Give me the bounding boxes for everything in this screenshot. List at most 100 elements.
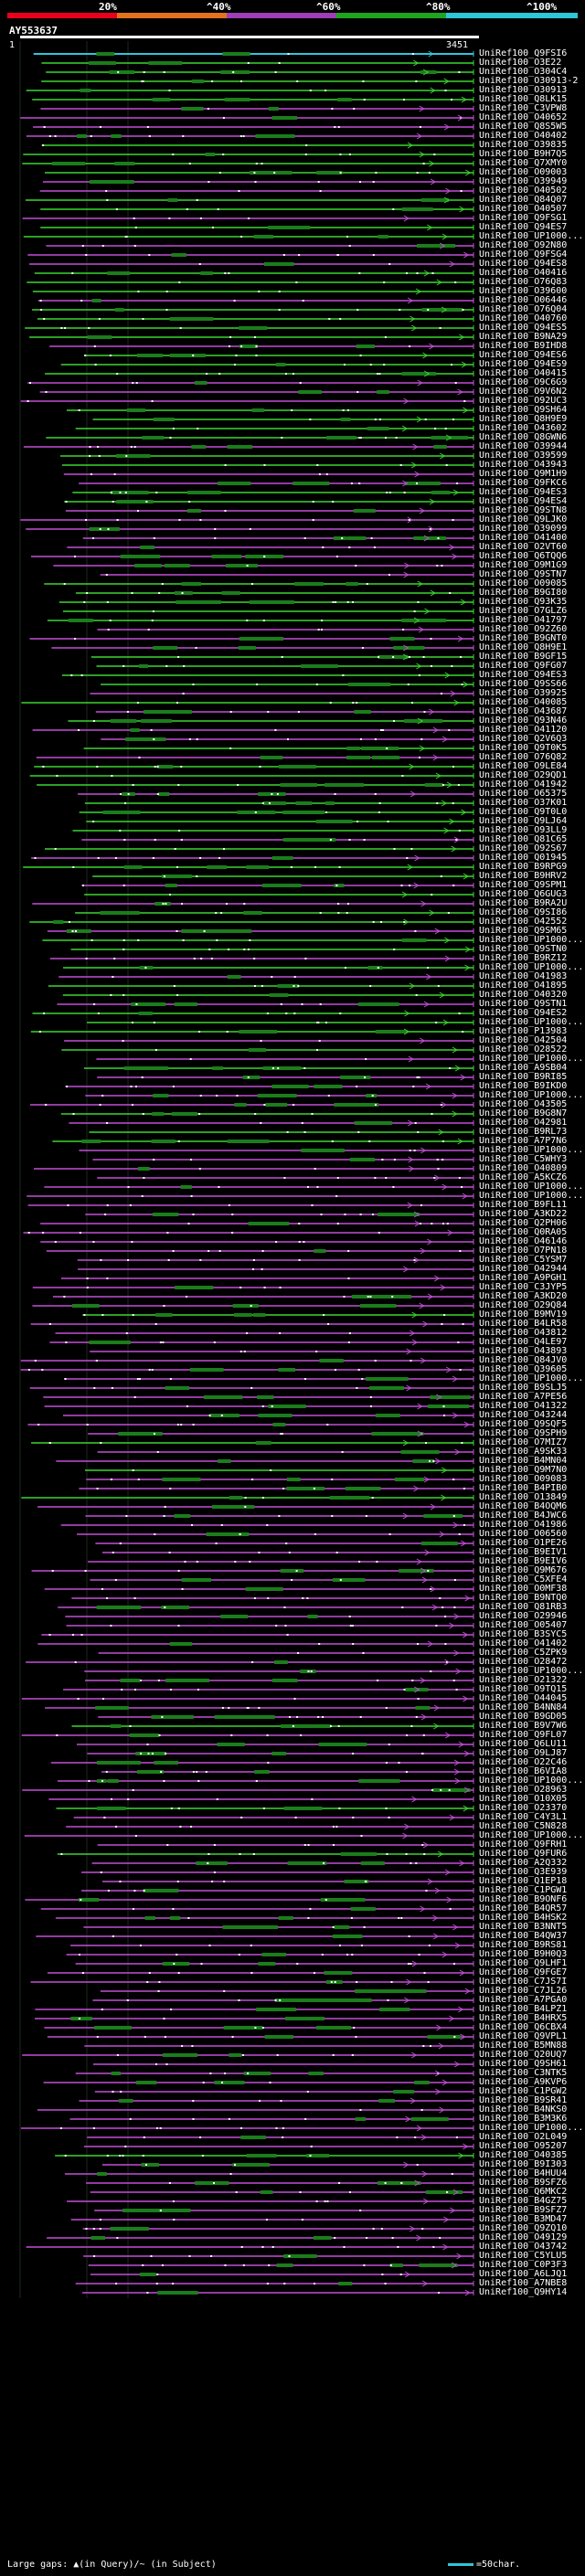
hit-accession-link[interactable]: UniRef100_Q9SPH9 <box>479 1428 568 1438</box>
hit-row[interactable] <box>29 334 474 341</box>
hit-accession-link[interactable]: UniRef100_O39944 <box>479 441 568 451</box>
hit-accession-link[interactable]: UniRef100_O40085 <box>479 697 568 707</box>
hit-accession-link[interactable]: UniRef100_O40652 <box>479 112 568 122</box>
hit-row[interactable] <box>30 1028 474 1035</box>
hit-row[interactable] <box>60 452 474 460</box>
hit-row[interactable] <box>84 800 474 807</box>
hit-row[interactable] <box>94 2088 474 2095</box>
hit-row[interactable] <box>42 178 474 186</box>
hit-row[interactable] <box>39 187 474 195</box>
hit-row[interactable] <box>82 1311 474 1319</box>
hit-row[interactable] <box>66 407 474 414</box>
hit-accession-link[interactable]: UniRef100_O76Q83 <box>479 277 568 287</box>
hit-row[interactable] <box>23 443 474 451</box>
hit-accession-link[interactable]: UniRef100_O41986 <box>479 1520 568 1530</box>
hit-row[interactable] <box>71 1595 474 1602</box>
hit-accession-link[interactable]: UniRef100_UP1000... <box>479 1373 584 1383</box>
hit-accession-link[interactable]: UniRef100_O43687 <box>479 706 568 716</box>
hit-row[interactable] <box>100 1988 474 1995</box>
hit-accession-link[interactable]: UniRef100_A7PGA0 <box>479 1995 568 2005</box>
hit-row[interactable] <box>65 1613 474 1620</box>
hit-accession-link[interactable]: UniRef100_B4LR58 <box>479 1319 568 1329</box>
hit-row[interactable] <box>32 1302 474 1309</box>
hit-accession-link[interactable]: UniRef100_O40502 <box>479 186 568 196</box>
hit-row[interactable] <box>81 882 474 889</box>
hit-row[interactable] <box>58 1604 474 1611</box>
hit-accession-link[interactable]: UniRef100_B9RA2U <box>479 898 568 908</box>
hit-row[interactable] <box>70 2216 474 2223</box>
hit-row[interactable] <box>68 717 474 725</box>
hit-accession-link[interactable]: UniRef100_UP1000... <box>479 231 584 241</box>
hit-accession-link[interactable]: UniRef100_O76Q82 <box>479 752 568 762</box>
hit-row[interactable] <box>88 1558 474 1565</box>
hit-row[interactable] <box>48 1969 474 1977</box>
hit-row[interactable] <box>66 1951 474 1958</box>
hit-row[interactable] <box>63 1412 474 1419</box>
hit-accession-link[interactable]: UniRef100_B9G8N7 <box>479 1108 568 1118</box>
hit-row[interactable] <box>83 2253 474 2260</box>
hit-accession-link[interactable]: UniRef100_Q8LK15 <box>479 94 568 104</box>
hit-accession-link[interactable]: UniRef100_O95207 <box>479 2141 568 2151</box>
hit-accession-link[interactable]: UniRef100_C5YLU5 <box>479 2251 568 2261</box>
hit-accession-link[interactable]: UniRef100_UP1000... <box>479 1182 584 1192</box>
hit-row[interactable] <box>35 2006 474 2013</box>
hit-accession-link[interactable]: UniRef100_O09085 <box>479 578 568 588</box>
hit-row[interactable] <box>26 1659 474 1666</box>
hit-accession-link[interactable]: UniRef100_O41402 <box>479 1638 568 1648</box>
hit-accession-link[interactable]: UniRef100_B9RL73 <box>479 1127 568 1137</box>
hit-row[interactable] <box>40 1220 474 1227</box>
hit-accession-link[interactable]: UniRef100_B4MN04 <box>479 1456 568 1466</box>
hit-row[interactable] <box>27 1421 474 1428</box>
hit-row[interactable] <box>34 763 474 770</box>
hit-row[interactable] <box>24 1832 474 1839</box>
hit-accession-link[interactable]: UniRef100_Q9FUR6 <box>479 1849 568 1859</box>
hit-accession-link[interactable]: UniRef100_Q9LJK0 <box>479 514 568 525</box>
hit-row[interactable] <box>55 1914 474 1922</box>
hit-row[interactable] <box>62 991 474 999</box>
hit-row[interactable] <box>79 480 474 487</box>
hit-accession-link[interactable]: UniRef100_Q94ES8 <box>479 259 568 269</box>
hit-row[interactable] <box>21 699 474 706</box>
hit-accession-link[interactable]: UniRef100_A9SB04 <box>479 1063 568 1073</box>
hit-accession-link[interactable]: UniRef100_UP1000... <box>479 1017 584 1027</box>
hit-row[interactable] <box>44 580 474 588</box>
hit-accession-link[interactable]: UniRef100_B4NN84 <box>479 1702 568 1712</box>
hit-row[interactable] <box>60 361 474 368</box>
hit-accession-link[interactable]: UniRef100_O92Z60 <box>479 624 568 634</box>
hit-accession-link[interactable]: UniRef100_B3M3K6 <box>479 2114 568 2124</box>
hit-row[interactable] <box>32 306 474 313</box>
hit-accession-link[interactable]: UniRef100_Q94ES4 <box>479 496 568 506</box>
hit-accession-link[interactable]: UniRef100_O42944 <box>479 1264 568 1274</box>
hit-row[interactable] <box>23 233 474 240</box>
hit-accession-link[interactable]: UniRef100_A9KVP6 <box>479 2077 568 2087</box>
hit-row[interactable] <box>32 1010 474 1017</box>
hit-accession-link[interactable]: UniRef100_B4PIB0 <box>479 1483 568 1493</box>
hit-accession-link[interactable]: UniRef100_B9EIV1 <box>479 1547 568 1557</box>
hit-accession-link[interactable]: UniRef100_B6VIA8 <box>479 1766 568 1776</box>
hit-accession-link[interactable]: UniRef100_O2L049 <box>479 2132 568 2142</box>
hit-row[interactable] <box>85 1467 474 1474</box>
hit-row[interactable] <box>94 2207 474 2214</box>
hit-accession-link[interactable]: UniRef100_C0P3F3 <box>479 2260 568 2270</box>
hit-accession-link[interactable]: UniRef100_O43742 <box>479 2242 568 2252</box>
hit-row[interactable] <box>101 1768 474 1776</box>
hit-accession-link[interactable]: UniRef100_O39599 <box>479 451 568 461</box>
hit-row[interactable] <box>22 215 474 222</box>
hit-accession-link[interactable]: UniRef100_C3JYP5 <box>479 1282 568 1292</box>
hit-accession-link[interactable]: UniRef100_O40415 <box>479 368 568 378</box>
hit-accession-link[interactable]: UniRef100_B9SFZ7 <box>479 2205 568 2215</box>
hit-accession-link[interactable]: UniRef100_UP1000... <box>479 1191 584 1201</box>
hit-row[interactable] <box>34 270 474 277</box>
hit-row[interactable] <box>98 1713 474 1721</box>
hit-accession-link[interactable]: UniRef100_UP1000... <box>479 2123 584 2133</box>
hit-accession-link[interactable]: UniRef100_Q9STN1 <box>479 999 568 1009</box>
hit-row[interactable] <box>64 2170 474 2178</box>
hit-row[interactable] <box>95 1540 474 1547</box>
hit-accession-link[interactable]: UniRef100_C7JL26 <box>479 1986 568 1996</box>
hit-row[interactable] <box>88 1430 474 1437</box>
hit-accession-link[interactable]: UniRef100_Q1EP18 <box>479 1876 568 1886</box>
hit-accession-link[interactable]: UniRef100_C3VPW8 <box>479 103 568 113</box>
hit-row[interactable] <box>97 626 474 633</box>
hit-accession-link[interactable]: UniRef100_B9GI80 <box>479 588 568 598</box>
hit-row[interactable] <box>27 1202 474 1209</box>
